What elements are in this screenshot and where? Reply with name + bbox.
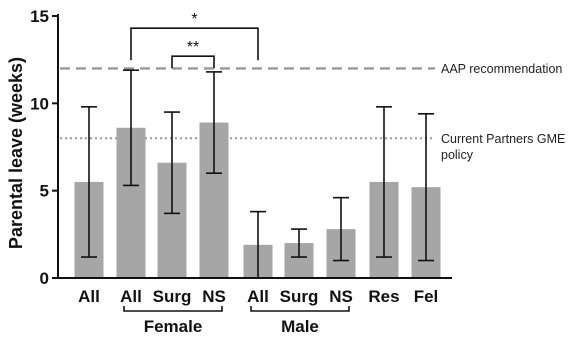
category-label: Surg [280, 287, 319, 306]
category-label: Res [368, 287, 399, 306]
category-label: All [120, 287, 142, 306]
category-label: NS [202, 287, 226, 306]
y-tick-label: 5 [40, 182, 49, 201]
y-tick-label: 10 [30, 94, 49, 113]
group-bracket [250, 306, 350, 312]
group-label: Male [281, 317, 319, 336]
reference-label: Current Partners GME policy [441, 132, 565, 162]
significance-label: ** [187, 39, 199, 56]
group-bracket [123, 306, 223, 312]
category-label: All [247, 287, 269, 306]
significance-bracket [171, 55, 215, 69]
reference-label-line: Current Partners GME [441, 132, 565, 146]
significance-bracket [130, 27, 259, 61]
reference-label: AAP recommendation [441, 62, 562, 76]
reference-label-line: policy [441, 148, 474, 162]
significance-label: * [191, 11, 197, 28]
y-axis-label: Parental leave (weeks) [6, 57, 26, 249]
category-label: Fel [414, 287, 439, 306]
y-tick-label: 0 [40, 269, 49, 288]
category-label: All [78, 287, 100, 306]
group-label: Female [144, 317, 203, 336]
category-label: NS [329, 287, 353, 306]
category-label: Surg [153, 287, 192, 306]
y-tick-label: 15 [30, 7, 49, 26]
